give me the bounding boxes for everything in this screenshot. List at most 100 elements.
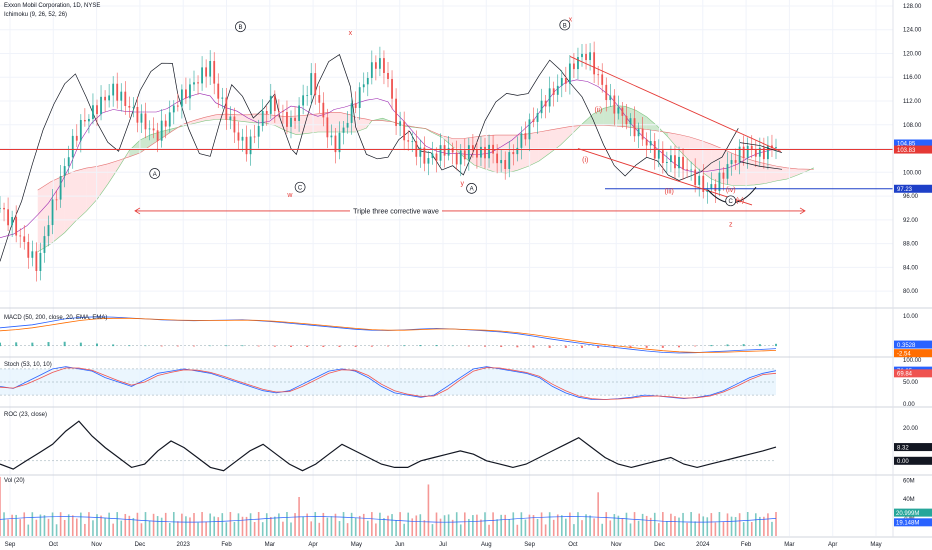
volume-bar [649,517,652,536]
candle-body [661,150,664,163]
macd-pane[interactable] [0,316,777,354]
roc-line [0,420,777,472]
volume-bar [306,513,308,536]
candle-body [374,62,377,69]
candle-body [540,100,543,114]
candle-body [568,63,571,84]
macd-hist-bar [31,342,34,347]
time-tick-label: Mar [265,542,275,548]
volume-bar [156,516,159,536]
candle-body [96,105,98,115]
candle-body [104,96,106,101]
price-tick-label: 80.00 [903,289,919,295]
candle-body [698,175,701,185]
volume-bar [710,513,713,536]
volume-bar [504,514,507,536]
macd-hist-bar [742,344,745,347]
time-axis: Sep Oct Nov Dec 2023 Feb Mar Apr May Jun Jul Aug Sep… [5,542,882,548]
macd-hist-bar [484,345,486,347]
roc-legend[interactable]: ROC (23, close) [4,412,48,418]
candle-body [548,88,551,107]
candle-body [415,141,418,157]
candle-body [665,162,668,163]
candle-body [217,83,220,99]
candle-body [556,85,559,95]
time-tick-label: May [351,542,362,548]
candle-body [528,119,531,140]
candle-body [334,135,337,153]
volume-pane[interactable] [0,476,777,536]
time-tick-label: Feb [221,542,232,548]
candle-body [674,155,676,169]
volume-bar [763,516,765,536]
candle-body [471,145,474,151]
volume-bar [754,513,757,536]
volume-bar [666,521,668,536]
candle-body [512,152,515,155]
candle-body [601,74,604,85]
candle-body [233,116,236,133]
price-tick-label: 124.00 [903,28,922,34]
candle-body [577,57,579,70]
volume-bar [633,512,636,536]
stoch-pane[interactable] [0,366,777,400]
volume-legend[interactable]: Vol (20) [4,478,25,484]
volume-bar [80,512,82,536]
-d-line [0,367,777,400]
candle-body [23,236,26,242]
time-tick-label: Oct [49,542,59,548]
volume-bar [371,512,373,536]
candle-body [508,152,511,169]
candle-body [451,147,454,153]
volume-bar [686,522,688,536]
price-pane[interactable] [0,41,893,282]
time-tick-label: Aug [481,542,492,548]
macd-hist-bar [435,345,438,347]
volume-bar [177,521,179,536]
candle-body [738,146,741,163]
macd-hist-bar [419,345,422,347]
lagging-span-line [0,54,739,262]
price-axes: 128.00 124.00 120.00 116.00 112.00 108.00 104.… [0,0,932,538]
candle-body [504,160,507,169]
volume-bar [225,522,228,536]
pane-marker-label: 0.00 [897,459,909,465]
macd-hist-bar [96,343,98,347]
time-tick-label: Dec [135,542,146,548]
volume-bar [261,522,264,536]
volume-bar [140,523,143,536]
macd-hist-bar [500,345,503,348]
candle-body [649,141,652,146]
volume-bar [346,523,349,536]
candle-body [71,135,74,158]
candle-body [75,135,78,141]
candle-body [496,153,499,164]
volume-bar [435,512,438,536]
macd-legend[interactable]: MACD (50, 200, close, 20, EMA, EMA) [4,315,108,321]
ichimoku-legend[interactable]: Ichimoku (9, 26, 52, 26) [4,12,68,18]
candle-body [750,145,753,150]
volume-bar [11,514,13,536]
volume-ma-line [0,516,777,523]
macd-hist-bar [597,345,600,348]
candle-body [59,176,62,200]
volume-bar [395,520,397,536]
candle-body [500,160,503,164]
volume-bar [375,523,377,536]
candle-body [613,95,616,114]
macd-hist-bar [15,342,18,347]
volume-bar [771,521,773,536]
volume-bar [0,476,1,536]
volume-bar [601,523,604,536]
roc-pane[interactable] [0,420,777,472]
cloud-segment [700,140,712,179]
candle-body [633,118,636,137]
cloud-segment [506,135,518,173]
candle-body [237,132,240,141]
volume-bar [116,512,119,536]
stoch-legend[interactable]: Stoch (53, 10, 10) [4,362,52,368]
candle-body [144,113,147,130]
volume-bar [645,515,648,536]
volume-bar [354,517,357,536]
